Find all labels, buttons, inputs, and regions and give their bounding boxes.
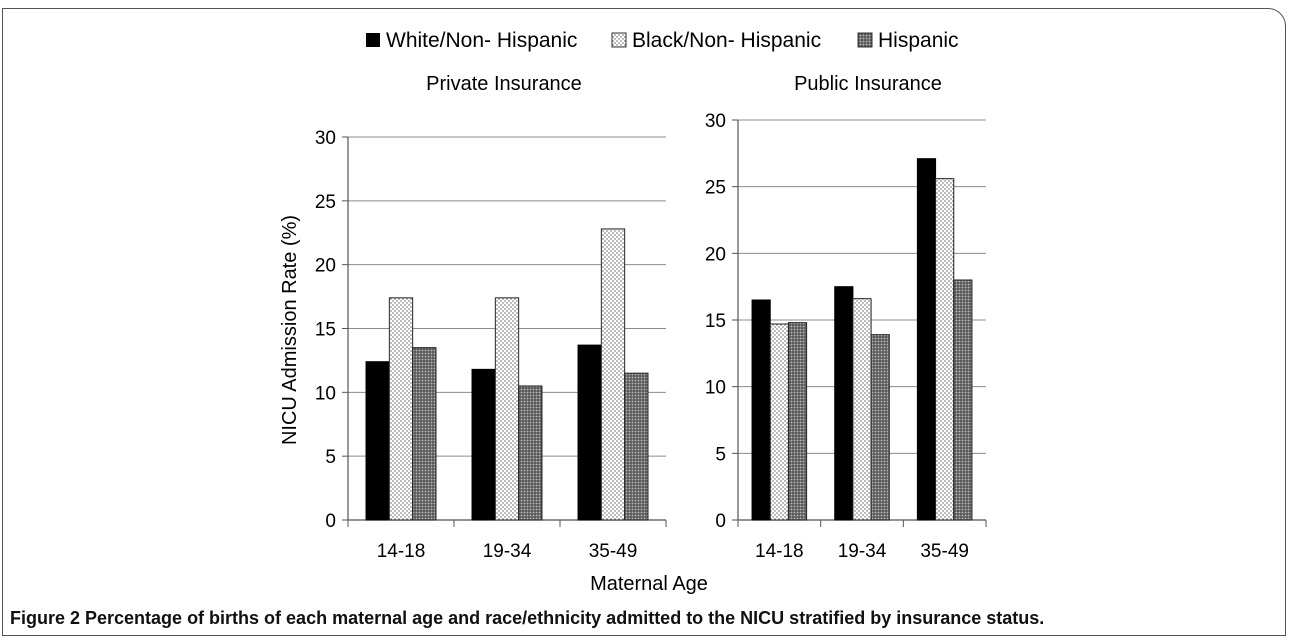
legend: White/Non- Hispanic Black/Non- Hispanic … (366, 29, 959, 52)
x-axis-label: Maternal Age (590, 573, 708, 595)
panel-public: 0 5 10 15 20 25 30 14-18 19-34 35-49 (705, 111, 987, 562)
bar-black-35-49 (935, 178, 955, 521)
y-axis-label: NICU Admission Rate (%) (279, 215, 301, 445)
bar-white-14-18 (365, 361, 390, 521)
legend-label-black: Black/Non- Hispanic (632, 29, 821, 52)
bar-white-35-49 (916, 158, 937, 521)
y-tick-label: 0 (325, 511, 336, 532)
legend-item-hispanic: Hispanic (857, 29, 959, 52)
bar-hispanic-19-34 (870, 334, 890, 521)
y-tick-label: 15 (705, 311, 726, 332)
bar-hispanic-14-18 (412, 347, 437, 521)
y-tick-label: 20 (705, 244, 726, 265)
bar-black-14-18 (388, 297, 414, 521)
y-tick-label: 0 (715, 511, 726, 532)
bar-white-19-34 (834, 286, 854, 521)
panel-title-private: Private Insurance (426, 73, 582, 95)
x-tick-label: 35-49 (920, 541, 969, 562)
panel-title-public: Public Insurance (794, 73, 942, 95)
y-tick-label: 15 (315, 320, 336, 341)
bar-white-14-18 (751, 299, 771, 521)
bar-black-19-34 (494, 297, 520, 521)
bar-hispanic-35-49 (624, 372, 649, 521)
y-tick-label: 10 (315, 383, 336, 404)
legend-swatch-white (366, 33, 380, 47)
y-tick-label: 20 (315, 256, 336, 277)
bar-black-14-18 (769, 323, 789, 521)
legend-item-black: Black/Non- Hispanic (611, 29, 821, 52)
y-tick-label: 10 (705, 378, 726, 399)
bar-hispanic-14-18 (787, 322, 808, 521)
y-tick-label: 5 (325, 447, 336, 468)
bar-black-35-49 (600, 228, 626, 521)
y-tick-label: 25 (705, 178, 726, 199)
figure-frame (2, 8, 1286, 636)
x-tick-label: 19-34 (483, 541, 532, 562)
y-tick-label: 30 (315, 128, 336, 149)
y-tick-label: 30 (705, 111, 726, 132)
legend-swatch-black (611, 32, 627, 48)
x-tick-label: 35-49 (589, 541, 638, 562)
legend-swatch-hispanic (857, 32, 873, 48)
legend-label-white: White/Non- Hispanic (386, 29, 577, 52)
caption-label: Figure 2 (10, 608, 81, 628)
bar-white-35-49 (577, 344, 602, 521)
bar-hispanic-19-34 (518, 385, 543, 521)
y-tick-label: 25 (315, 192, 336, 213)
caption-text: Percentage of births of each maternal ag… (80, 608, 1045, 628)
figure-caption: Figure 2 Percentage of births of each ma… (10, 608, 1280, 629)
legend-item-white: White/Non- Hispanic (366, 29, 577, 52)
y-tick-label: 5 (715, 444, 726, 465)
legend-label-hispanic: Hispanic (878, 29, 959, 52)
bar-hispanic-35-49 (953, 279, 973, 521)
bar-white-19-34 (471, 368, 496, 521)
x-tick-label: 14-18 (377, 541, 426, 562)
x-tick-label: 14-18 (755, 541, 804, 562)
x-tick-label: 19-34 (838, 541, 887, 562)
panel-private: 0 5 10 15 20 25 30 14-18 19-34 35-49 (315, 128, 667, 562)
bar-black-19-34 (852, 298, 872, 521)
